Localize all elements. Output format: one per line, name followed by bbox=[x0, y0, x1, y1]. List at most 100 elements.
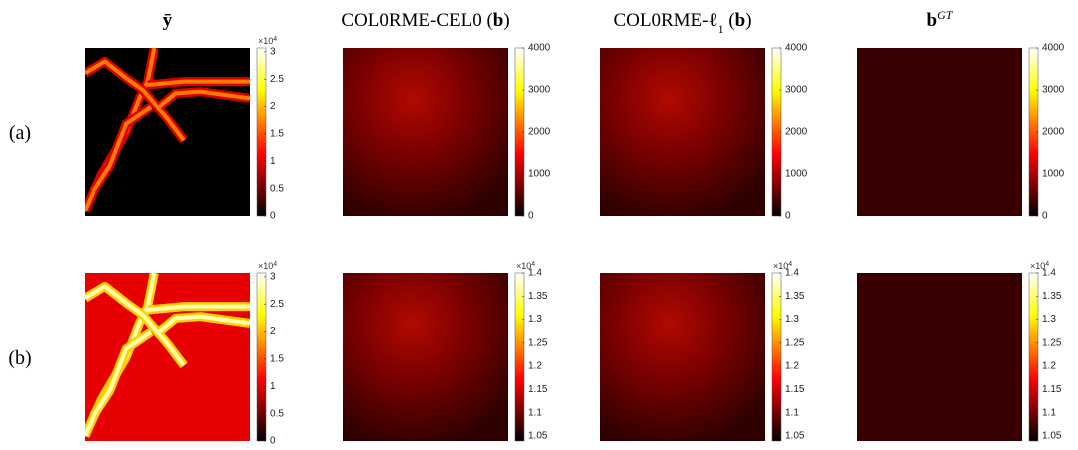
colorbar-tick-label: 1.25 bbox=[1042, 337, 1062, 348]
heatmap bbox=[343, 273, 508, 441]
colorbar-tick-label: 1.25 bbox=[528, 337, 548, 348]
column-title: ȳ bbox=[163, 10, 173, 31]
colorbar-tick-label: 1.4 bbox=[528, 268, 542, 279]
colorbar-tick-label: 1.5 bbox=[270, 129, 284, 140]
heatmap bbox=[857, 273, 1022, 441]
text-part: 4 bbox=[1045, 261, 1049, 268]
text-part: 4 bbox=[273, 36, 277, 43]
heatmap bbox=[600, 273, 765, 441]
colorbar-tick-label: 1 bbox=[270, 381, 276, 392]
colorbar-tick-label: 1.4 bbox=[785, 268, 799, 279]
colorbar-tick-label: 1.2 bbox=[528, 361, 542, 372]
text-part: 4 bbox=[273, 261, 277, 268]
text-part: COL0RME-ℓ bbox=[613, 10, 717, 31]
colorbar-tick-label: 1.5 bbox=[270, 354, 284, 365]
text-part: b bbox=[735, 10, 746, 31]
colorbar-tick-label: 1 bbox=[270, 156, 276, 167]
filament-core bbox=[157, 314, 250, 334]
colorbar-tick-label: 0.5 bbox=[270, 408, 284, 419]
heatmap-bg bbox=[85, 273, 250, 441]
colorbar-tick-label: 1.3 bbox=[528, 314, 542, 325]
colorbar-tick-label: 1.15 bbox=[1042, 384, 1062, 395]
colorbar bbox=[771, 272, 782, 442]
text-part: b bbox=[493, 10, 504, 31]
text-part: GT bbox=[937, 8, 954, 22]
colorbar-tick-label: 4000 bbox=[785, 43, 808, 54]
text-part: ×10 bbox=[1030, 261, 1045, 271]
column-title: COL0RME-ℓ1 (b) bbox=[613, 10, 751, 36]
colorbar bbox=[256, 47, 267, 217]
filament-core bbox=[91, 330, 153, 417]
colorbar-tick-label: 1000 bbox=[1042, 169, 1065, 180]
text-part: ) bbox=[503, 10, 509, 31]
text-part: ( bbox=[724, 10, 735, 31]
colorbar-tick-label: 2 bbox=[270, 101, 276, 112]
panel: 0 0.5 1 1.5 2 2.5 3×104 bbox=[85, 261, 284, 447]
colorbar-tick-label: 0.5 bbox=[270, 183, 284, 194]
column-title: bGT bbox=[927, 8, 954, 31]
colorbar-tick-label: 1.1 bbox=[528, 407, 542, 418]
colorbar-multiplier: ×104 bbox=[1030, 261, 1049, 272]
text-part: ×10 bbox=[773, 261, 788, 271]
filament-core bbox=[85, 284, 186, 367]
colorbar-multiplier: ×104 bbox=[258, 261, 277, 272]
text-part: b bbox=[927, 10, 938, 31]
colorbar bbox=[256, 272, 267, 442]
colorbar-tick-label: 2.5 bbox=[270, 74, 284, 85]
colorbar-tick-label: 3 bbox=[270, 271, 276, 282]
colorbar-tick-label: 1.25 bbox=[785, 337, 805, 348]
colorbar-multiplier: ×104 bbox=[516, 261, 535, 272]
colorbar-tick-label: 0 bbox=[528, 211, 534, 222]
colorbar bbox=[1028, 272, 1039, 442]
colorbar-tick-label: 1.05 bbox=[785, 431, 805, 442]
colorbar-tick-label: 1.2 bbox=[785, 361, 799, 372]
colorbar-tick-label: 1.15 bbox=[528, 384, 548, 395]
colorbar-tick-label: 2000 bbox=[1042, 127, 1065, 138]
colorbar-tick-label: 4000 bbox=[1042, 43, 1065, 54]
panel: 0 0.5 1 1.5 2 2.5 3×104 bbox=[85, 36, 284, 222]
filament-core bbox=[147, 304, 250, 312]
heatmap-bg bbox=[85, 48, 250, 216]
colorbar-tick-label: 1.35 bbox=[528, 291, 548, 302]
colorbar-tick-label: 0 bbox=[270, 436, 276, 447]
colorbar-tick-label: 1.1 bbox=[1042, 407, 1056, 418]
colorbar-tick-label: 1.3 bbox=[785, 314, 799, 325]
filament-core bbox=[157, 89, 250, 109]
panel: 0 1000 2000 3000 4000 bbox=[600, 43, 808, 222]
colorbar-tick-label: 1.2 bbox=[1042, 361, 1056, 372]
heatmap bbox=[600, 48, 765, 216]
panel: 0 1000 2000 3000 4000 bbox=[857, 43, 1065, 222]
heatmap bbox=[85, 273, 250, 441]
colorbar-tick-label: 2 bbox=[270, 326, 276, 337]
panel: 1.05 1.1 1.15 1.2 1.25 1.3 1.35 1.4×104 bbox=[857, 261, 1062, 442]
colorbar-tick-label: 1.1 bbox=[785, 407, 799, 418]
heatmap bbox=[857, 48, 1022, 216]
colorbar-tick-label: 0 bbox=[785, 211, 791, 222]
text-part: ×10 bbox=[516, 261, 531, 271]
colorbar-tick-label: 4000 bbox=[528, 43, 551, 54]
filament-core bbox=[147, 79, 250, 87]
text-part: 4 bbox=[531, 261, 535, 268]
heatmap bbox=[343, 48, 508, 216]
heatmap-bg bbox=[600, 273, 765, 441]
heatmap bbox=[85, 48, 250, 216]
row-label: (b) bbox=[8, 347, 31, 369]
colorbar-tick-label: 2000 bbox=[528, 127, 551, 138]
colorbar-tick-label: 1.4 bbox=[1042, 268, 1056, 279]
colorbar-tick-label: 1.3 bbox=[1042, 314, 1056, 325]
colorbar-tick-label: 1000 bbox=[528, 169, 551, 180]
heatmap-bg bbox=[343, 273, 508, 441]
filament-core bbox=[85, 59, 186, 142]
colorbar-tick-label: 3 bbox=[270, 46, 276, 57]
colorbar-tick-label: 3000 bbox=[528, 85, 551, 96]
text-part: ȳ bbox=[163, 10, 173, 31]
colorbar-multiplier: ×104 bbox=[258, 36, 277, 47]
colorbar bbox=[514, 272, 525, 442]
heatmap-bg bbox=[600, 48, 765, 216]
colorbar-tick-label: 1.15 bbox=[785, 384, 805, 395]
panel: 1.05 1.1 1.15 1.2 1.25 1.3 1.35 1.4×104 bbox=[600, 261, 805, 442]
colorbar-tick-label: 2000 bbox=[785, 127, 808, 138]
colorbar-tick-label: 0 bbox=[270, 211, 276, 222]
filament-core bbox=[91, 105, 153, 192]
